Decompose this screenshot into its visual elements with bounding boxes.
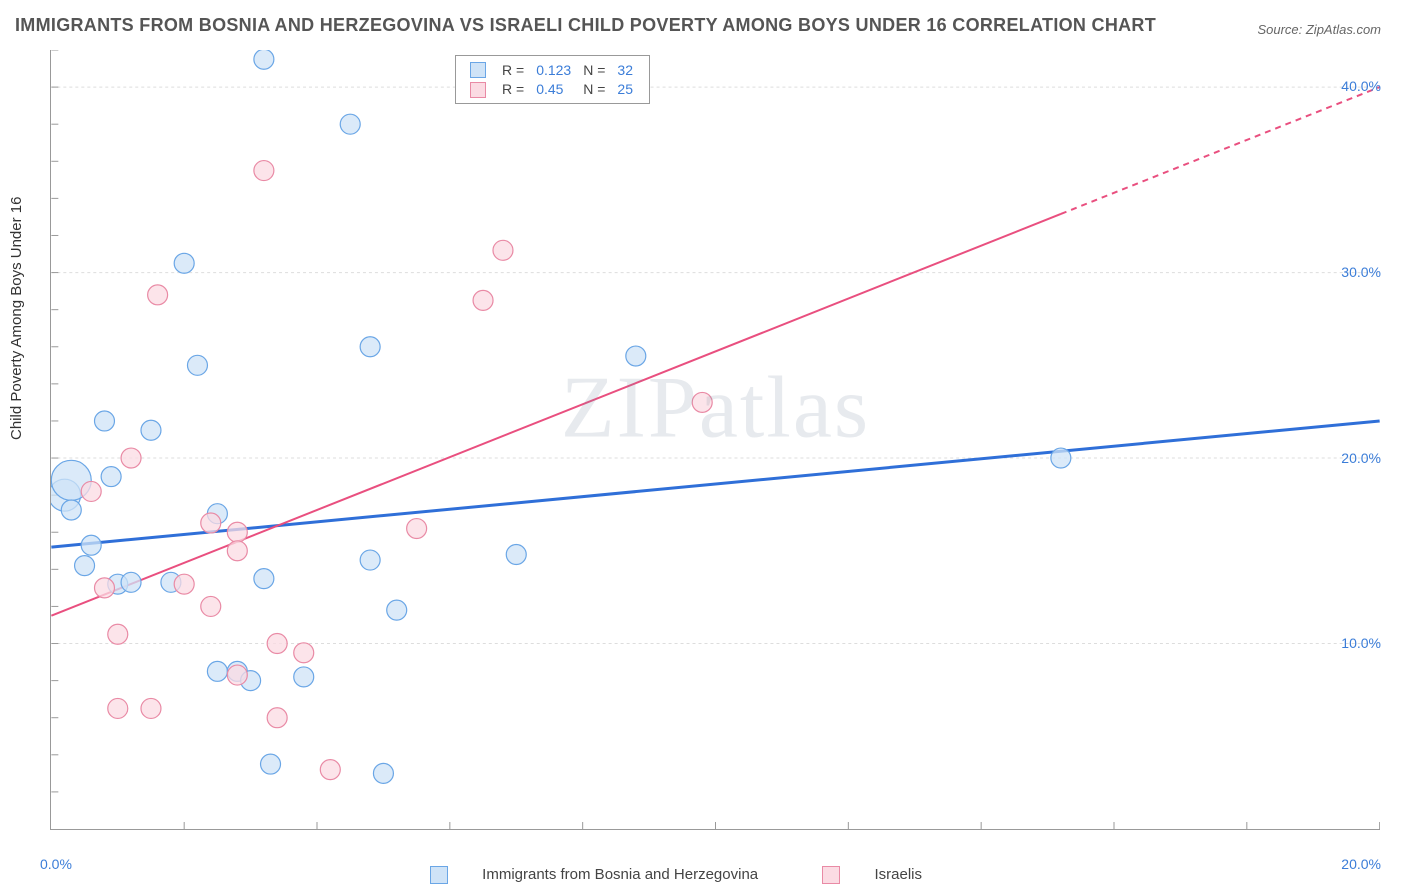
y-axis-label: Child Poverty Among Boys Under 16 xyxy=(8,197,25,440)
y-tick-20: 20.0% xyxy=(1341,450,1381,466)
swatch-bosnia xyxy=(470,62,486,78)
legend-n-israelis: 25 xyxy=(611,79,639,98)
legend-stats: R = 0.123 N = 32 R = 0.45 N = 25 xyxy=(455,55,650,104)
x-tick-max: 20.0% xyxy=(1341,856,1381,872)
swatch-bosnia xyxy=(430,866,448,884)
y-tick-40: 40.0% xyxy=(1341,78,1381,94)
x-tick-0: 0.0% xyxy=(40,856,72,872)
legend-n-label: N = xyxy=(577,79,611,98)
legend-series: Immigrants from Bosnia and Herzegovina I… xyxy=(430,866,982,884)
y-tick-30: 30.0% xyxy=(1341,264,1381,280)
swatch-israelis xyxy=(470,82,486,98)
legend-label-israelis: Israelis xyxy=(874,866,922,883)
legend-r-bosnia: 0.123 xyxy=(530,60,577,79)
plot-area: ZIPatlas xyxy=(50,50,1380,830)
legend-r-israelis: 0.45 xyxy=(530,79,577,98)
legend-n-label: N = xyxy=(577,60,611,79)
legend-row-israelis: R = 0.45 N = 25 xyxy=(464,79,639,98)
source-label: Source: ZipAtlas.com xyxy=(1257,22,1381,37)
scatter-plot-svg xyxy=(51,50,1380,829)
legend-row-bosnia: R = 0.123 N = 32 xyxy=(464,60,639,79)
legend-n-bosnia: 32 xyxy=(611,60,639,79)
legend-r-label: R = xyxy=(496,79,530,98)
legend-item-israelis: Israelis xyxy=(822,866,952,883)
swatch-israelis xyxy=(822,866,840,884)
legend-r-label: R = xyxy=(496,60,530,79)
chart-title: IMMIGRANTS FROM BOSNIA AND HERZEGOVINA V… xyxy=(15,15,1156,36)
legend-label-bosnia: Immigrants from Bosnia and Herzegovina xyxy=(482,866,758,883)
legend-item-bosnia: Immigrants from Bosnia and Herzegovina xyxy=(430,866,792,883)
chart-container: IMMIGRANTS FROM BOSNIA AND HERZEGOVINA V… xyxy=(0,0,1406,892)
y-tick-10: 10.0% xyxy=(1341,635,1381,651)
